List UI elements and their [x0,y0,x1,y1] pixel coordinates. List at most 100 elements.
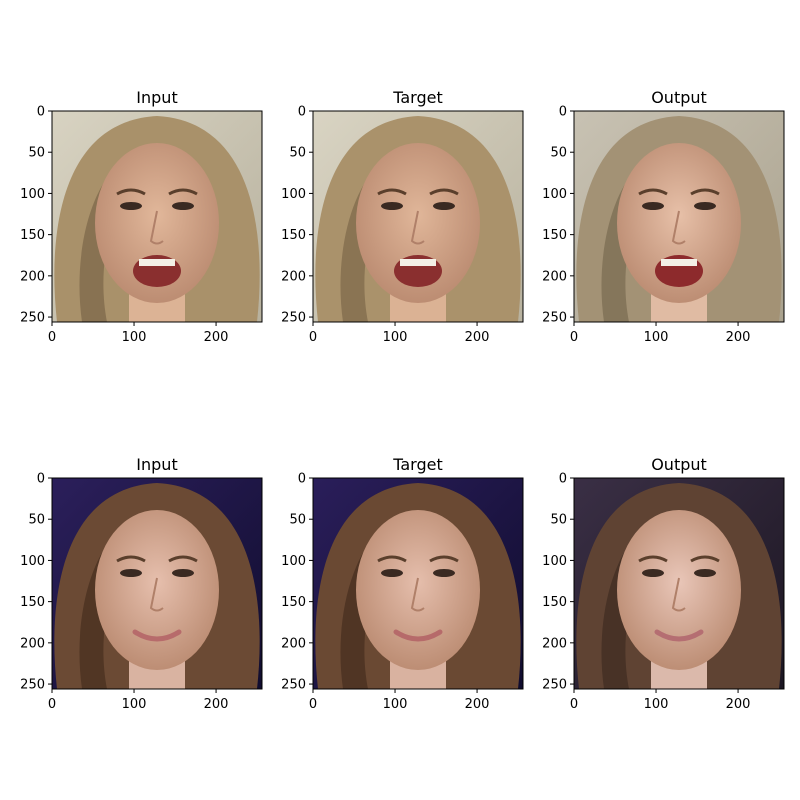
panel-title: Output [651,88,707,107]
y-tick-label: 200 [281,269,306,284]
panel-title: Input [136,455,177,474]
eye-right [433,202,455,210]
x-tick-label: 0 [48,330,56,345]
panel-title: Output [651,455,707,474]
face-shape [356,143,480,303]
face-shape [95,143,219,303]
y-tick-label: 250 [20,678,45,693]
x-tick-label: 100 [383,697,408,712]
mouth [654,629,704,642]
axes-frame [312,110,524,323]
eye-right [694,202,716,210]
y-tick-label: 250 [281,311,306,326]
eye-right [172,569,194,577]
panel-target-row1: Target 0 100 200 0 50 100 150 200 250 [281,88,524,345]
y-tick-label: 50 [28,513,45,528]
y-tick-label: 250 [542,311,567,326]
eye-left [120,202,142,210]
panel-input-row1: Input 0 100 200 0 50 100 150 200 250 [20,88,263,345]
y-tick-label: 250 [20,311,45,326]
y-tick-label: 150 [20,228,45,243]
y-tick-label: 100 [20,187,45,202]
panel-input-row2: Input 0 100 200 0 50 100 150 200 250 [20,455,263,712]
x-tick-label: 0 [570,697,578,712]
face-shape [95,510,219,670]
y-tick-label: 100 [281,554,306,569]
y-tick-label: 150 [542,595,567,610]
axes-frame [573,110,785,323]
x-tick-label: 200 [465,697,490,712]
y-tick-label: 0 [559,472,567,487]
eye-right [172,202,194,210]
y-tick-label: 250 [542,678,567,693]
y-tick-label: 0 [298,472,306,487]
x-tick-label: 0 [48,697,56,712]
axes-frame [51,110,263,323]
x-tick-label: 200 [726,330,751,345]
panel-title: Target [392,88,443,107]
face-image [574,478,784,689]
x-tick-label: 200 [204,697,229,712]
eye-right [694,569,716,577]
x-tick-label: 100 [644,697,669,712]
x-tick-label: 200 [204,330,229,345]
y-tick-label: 50 [550,513,567,528]
face-shape [356,510,480,670]
eye-left [381,202,403,210]
x-tick-label: 200 [726,697,751,712]
x-tick-label: 0 [309,697,317,712]
x-tick-label: 200 [465,330,490,345]
y-tick-label: 200 [542,636,567,651]
eye-left [642,202,664,210]
eye-left [120,569,142,577]
y-tick-label: 150 [281,595,306,610]
y-tick-label: 50 [289,146,306,161]
y-tick-label: 50 [550,146,567,161]
axes-frame [573,477,785,690]
x-tick-label: 100 [122,330,147,345]
y-tick-label: 0 [298,105,306,120]
eye-right [433,569,455,577]
y-tick-label: 200 [281,636,306,651]
y-tick-label: 200 [20,636,45,651]
y-tick-label: 0 [559,105,567,120]
y-tick-label: 50 [28,146,45,161]
axes-frame [312,477,524,690]
y-tick-label: 250 [281,678,306,693]
x-tick-label: 0 [570,330,578,345]
x-tick-label: 100 [122,697,147,712]
mouth [393,629,443,642]
face-image [574,111,784,322]
x-tick-label: 100 [644,330,669,345]
eye-left [381,569,403,577]
face-image [52,478,262,689]
mouth [132,629,182,642]
panel-title: Target [392,455,443,474]
face-shape [617,143,741,303]
panel-output-row1: Output 0 100 200 0 50 100 150 200 250 [542,88,785,345]
face-image [313,111,523,322]
panel-target-row2: Target 0 100 200 0 50 100 150 200 250 [281,455,524,712]
y-tick-label: 150 [20,595,45,610]
y-tick-label: 100 [542,554,567,569]
face-image [313,478,523,689]
y-tick-label: 50 [289,513,306,528]
face-image [52,111,262,322]
y-tick-label: 200 [542,269,567,284]
panel-title: Input [136,88,177,107]
face-shape [617,510,741,670]
y-tick-label: 150 [542,228,567,243]
y-tick-label: 100 [542,187,567,202]
panel-output-row2: Output 0 100 200 0 50 100 150 200 250 [542,455,785,712]
x-tick-label: 100 [383,330,408,345]
y-tick-label: 150 [281,228,306,243]
axes-frame [51,477,263,690]
y-tick-label: 0 [37,105,45,120]
y-tick-label: 100 [281,187,306,202]
y-tick-label: 100 [20,554,45,569]
eye-left [642,569,664,577]
x-tick-label: 0 [309,330,317,345]
y-tick-label: 200 [20,269,45,284]
y-tick-label: 0 [37,472,45,487]
